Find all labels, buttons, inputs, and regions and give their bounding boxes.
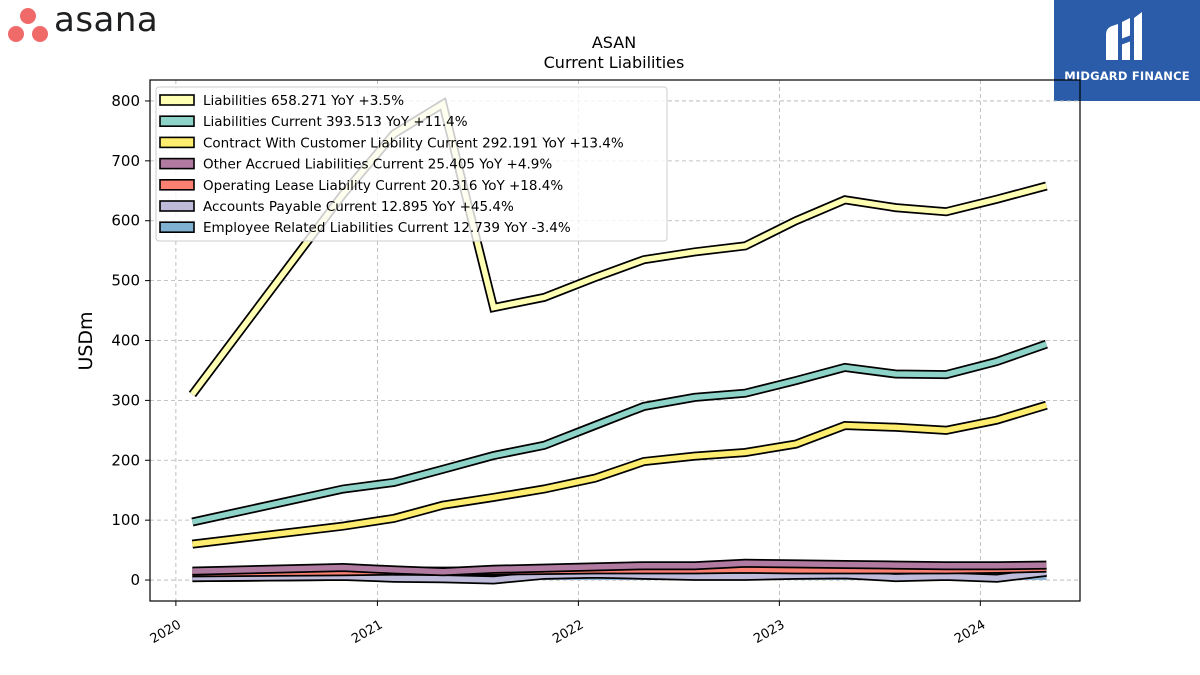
- y-axis-label: USDm: [75, 311, 97, 370]
- y-axis-ticks: 0 100 200 300 400 500 600 700 800: [111, 92, 150, 589]
- plot-frame: [149, 79, 1081, 602]
- x-tick-label: 2022: [550, 617, 586, 647]
- midgard-finance-badge: MIDGARD FINANCE: [1054, 0, 1200, 101]
- y-tick-label: 300: [111, 391, 140, 409]
- legend-swatch: [159, 221, 195, 233]
- legend-label: Operating Lease Liability Current 20.316…: [203, 178, 563, 194]
- legend-swatch: [159, 115, 195, 127]
- y-tick-label: 500: [111, 272, 140, 290]
- midgard-finance-label: MIDGARD FINANCE: [1064, 69, 1190, 83]
- chart-subtitle: Current Liabilities: [544, 53, 685, 72]
- midgard-logo-icon: [1106, 12, 1142, 60]
- y-tick-label: 800: [111, 92, 140, 110]
- x-tick-label: 2023: [751, 617, 787, 647]
- legend-label: Accounts Payable Current 12.895 YoY +45.…: [203, 199, 514, 215]
- legend-label: Other Accrued Liabilities Current 25.405…: [203, 157, 552, 173]
- y-tick-label: 400: [111, 332, 140, 350]
- chart-title: ASAN: [592, 33, 636, 52]
- brand-name: asana: [54, 0, 159, 40]
- y-tick-label: 200: [111, 451, 140, 469]
- legend-label: Liabilities Current 393.513 YoY +11.4%: [203, 114, 468, 130]
- series-line-2: [192, 402, 1048, 547]
- legend-box: [155, 86, 668, 242]
- y-tick-label: 100: [111, 511, 140, 529]
- legend-swatch: [159, 200, 195, 212]
- legend-swatch: [159, 136, 195, 149]
- series-line-3: [192, 560, 1047, 575]
- asana-logo: asana: [4, 0, 194, 46]
- legend: Liabilities 658.271 YoY +3.5% Liabilities…: [155, 86, 668, 242]
- y-tick-label: 0: [130, 571, 140, 589]
- x-tick-label: 2020: [148, 617, 184, 647]
- legend-label: Employee Related Liabilities Current 12.…: [203, 220, 571, 236]
- legend-swatch: [159, 157, 195, 170]
- y-tick-label: 600: [111, 212, 140, 230]
- asana-dots-icon: [8, 8, 48, 42]
- x-tick-label: 2021: [349, 617, 385, 647]
- x-tick-label: 2024: [952, 617, 988, 647]
- legend-swatch: [159, 179, 195, 191]
- series-line-1: [191, 341, 1048, 525]
- series-line-5: [192, 569, 1047, 583]
- legend-label: Contract With Customer Liability Current…: [203, 135, 624, 151]
- y-tick-label: 700: [111, 152, 140, 170]
- x-axis-ticks: 2020 2021 2022 2023 2024: [148, 601, 988, 647]
- legend-label: Liabilities 658.271 YoY +3.5%: [203, 93, 404, 109]
- legend-swatch: [159, 94, 195, 106]
